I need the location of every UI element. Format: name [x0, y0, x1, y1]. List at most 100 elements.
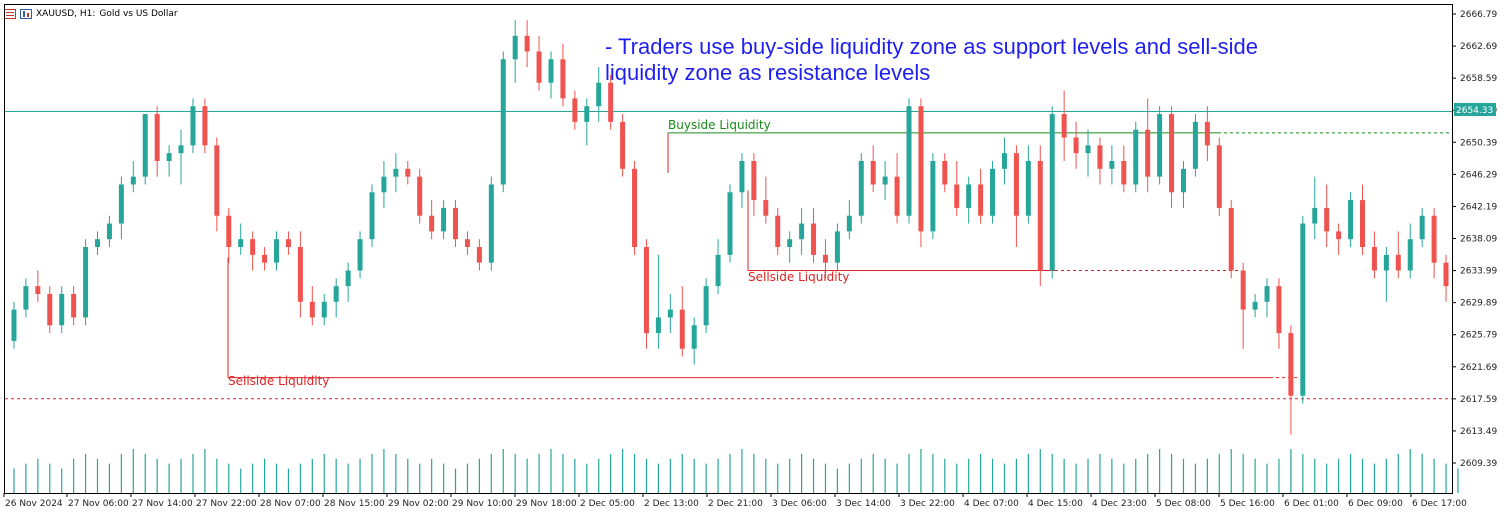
candle-body — [47, 293, 53, 326]
candle — [822, 239, 828, 279]
candle — [1145, 98, 1151, 193]
candle-body — [95, 239, 101, 248]
candle — [942, 153, 948, 193]
candle — [930, 153, 936, 240]
candle — [393, 153, 399, 193]
candle — [799, 207, 805, 255]
candle — [1061, 90, 1067, 161]
x-tick-label: 27 Nov 14:00 — [132, 499, 193, 509]
candle-body — [1383, 254, 1389, 271]
candle-body — [83, 247, 89, 318]
x-tick-label: 6 Dec 17:00 — [1412, 499, 1467, 509]
candle — [333, 278, 339, 318]
candle-body — [691, 325, 697, 349]
candle — [226, 207, 232, 263]
candle-body — [1419, 215, 1425, 240]
x-tick-label: 4 Dec 23:00 — [1092, 499, 1147, 509]
candle — [954, 160, 960, 216]
chart-type-icon[interactable] — [20, 9, 32, 19]
candle-body — [1240, 270, 1246, 310]
current-price-text: 2654.33 — [1456, 106, 1493, 116]
time-axis[interactable]: 26 Nov 2024 27 Nov 06:00 27 Nov 14:00 27 No… — [3, 493, 1467, 509]
candle — [548, 51, 554, 99]
candle-body — [130, 176, 136, 185]
candle — [1443, 254, 1449, 302]
candle-body — [620, 121, 626, 169]
candle — [846, 200, 852, 240]
x-tick-label: 3 Dec 22:00 — [900, 499, 955, 509]
candle — [1180, 160, 1186, 208]
candle-body — [297, 247, 303, 302]
buyside-liquidity-label: Buyside Liquidity — [668, 118, 771, 132]
sellside-liquidity-label-lower: Sellside Liquidity — [228, 374, 329, 388]
y-tick-label: 2658.59 — [1460, 74, 1497, 84]
y-tick-label: 2646.29 — [1460, 170, 1497, 180]
candle-body — [1443, 262, 1449, 287]
candle — [1431, 207, 1437, 279]
candle-body — [990, 168, 996, 216]
candle-body — [417, 176, 423, 216]
y-tick-label: 2642.19 — [1460, 202, 1497, 212]
y-tick-label: 2666.79 — [1460, 10, 1497, 20]
candle — [95, 231, 101, 255]
candle-body — [1336, 231, 1342, 240]
candle — [297, 231, 303, 318]
candle — [1085, 129, 1091, 177]
candle — [35, 270, 41, 302]
candle-body — [1228, 207, 1234, 271]
candle-body — [584, 106, 590, 122]
candle — [643, 239, 649, 349]
candle — [405, 160, 411, 185]
candle — [1419, 207, 1425, 248]
symbol-description: Gold vs US Dollar — [99, 9, 178, 19]
candle — [560, 43, 566, 107]
candle-body — [894, 176, 900, 216]
candle-body — [23, 286, 29, 310]
candle — [1073, 121, 1079, 169]
y-tick-label: 2613.49 — [1460, 427, 1497, 437]
candle — [870, 145, 876, 193]
candle-body — [333, 286, 339, 302]
candle — [608, 74, 614, 130]
candle — [1109, 145, 1115, 185]
candle — [572, 90, 578, 130]
candle — [71, 286, 77, 326]
candle-body — [1097, 145, 1103, 169]
y-tick-label: 2633.99 — [1460, 267, 1497, 277]
candle — [1169, 106, 1175, 208]
candle-body — [787, 239, 793, 248]
candle-body — [142, 114, 148, 177]
y-tick-label: 2625.79 — [1460, 331, 1497, 341]
candle — [369, 184, 375, 248]
candle — [154, 106, 160, 177]
candle — [47, 286, 53, 334]
candle — [834, 223, 840, 271]
candle-body — [1049, 114, 1055, 271]
y-tick-label: 2609.39 — [1460, 459, 1497, 469]
candle-body — [870, 160, 876, 185]
candle-body — [763, 200, 769, 216]
candle-body — [1145, 129, 1151, 177]
y-tick-label: 2617.59 — [1460, 395, 1497, 405]
candle-body — [1157, 114, 1163, 177]
candle — [918, 98, 924, 248]
volume-bars — [13, 449, 1459, 493]
candle — [775, 207, 781, 255]
candle-body — [1121, 160, 1127, 185]
candle-body — [1252, 301, 1258, 310]
x-tick-label: 2 Dec 05:00 — [580, 499, 635, 509]
candle — [285, 231, 291, 255]
candle-body — [858, 160, 864, 216]
candle — [667, 293, 673, 334]
candle — [106, 215, 112, 248]
candle-body — [1288, 333, 1294, 396]
candle — [1324, 184, 1330, 248]
candle-body — [1001, 153, 1007, 169]
candle-body — [500, 59, 506, 185]
candle — [751, 153, 757, 216]
candle-body — [751, 160, 757, 201]
price-axis[interactable]: 2666.792662.692658.592654.492650.392646.… — [1452, 10, 1497, 469]
candle — [1001, 137, 1007, 185]
candle-body — [285, 239, 291, 248]
